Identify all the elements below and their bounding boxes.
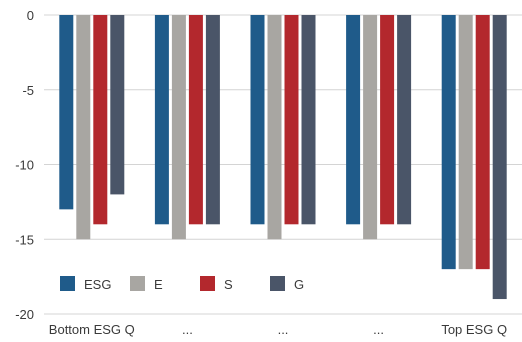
bar-e bbox=[171, 15, 186, 240]
y-tick-label: -20 bbox=[15, 307, 34, 322]
legend-swatch bbox=[60, 276, 75, 291]
legend-swatch bbox=[270, 276, 285, 291]
legend-label: ESG bbox=[84, 277, 111, 292]
y-axis: 0 -5 -10 -15 -20 bbox=[15, 8, 34, 322]
y-tick-label: -15 bbox=[15, 232, 34, 247]
y-tick-label: -10 bbox=[15, 158, 34, 173]
bar-e bbox=[363, 15, 378, 240]
x-tick-label: ... bbox=[373, 322, 384, 337]
legend-label: G bbox=[294, 277, 304, 292]
legend-swatch bbox=[130, 276, 145, 291]
bar-esg bbox=[346, 15, 361, 225]
y-tick-label: 0 bbox=[27, 8, 34, 23]
bar-s bbox=[93, 15, 108, 225]
x-tick-label: Top ESG Q bbox=[441, 322, 507, 337]
bars bbox=[59, 15, 507, 300]
bar-esg bbox=[154, 15, 169, 225]
legend-swatch bbox=[200, 276, 215, 291]
y-tick-label: -5 bbox=[22, 83, 34, 98]
bar-e bbox=[76, 15, 91, 240]
legend-label: S bbox=[224, 277, 233, 292]
bar-g bbox=[397, 15, 412, 225]
bar-e bbox=[267, 15, 282, 240]
bar-s bbox=[475, 15, 490, 270]
x-tick-label: ... bbox=[278, 322, 289, 337]
legend: ESG E S G bbox=[60, 276, 304, 292]
bar-esg bbox=[59, 15, 74, 210]
x-tick-label: ... bbox=[182, 322, 193, 337]
bar-e bbox=[458, 15, 473, 270]
bar-g bbox=[492, 15, 507, 300]
bar-g bbox=[205, 15, 220, 225]
bar-g bbox=[301, 15, 316, 225]
bar-esg bbox=[250, 15, 265, 225]
bar-s bbox=[380, 15, 395, 225]
bar-s bbox=[188, 15, 203, 225]
x-tick-label: Bottom ESG Q bbox=[49, 322, 135, 337]
bar-s bbox=[284, 15, 299, 225]
x-axis: Bottom ESG Q......... Top ESG Q bbox=[49, 322, 507, 337]
legend-label: E bbox=[154, 277, 163, 292]
bar-g bbox=[110, 15, 125, 195]
bar-esg bbox=[441, 15, 456, 270]
